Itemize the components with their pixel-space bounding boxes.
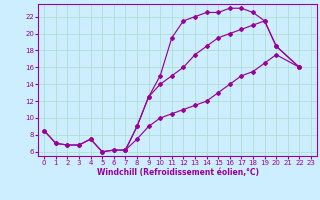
X-axis label: Windchill (Refroidissement éolien,°C): Windchill (Refroidissement éolien,°C) bbox=[97, 168, 259, 177]
